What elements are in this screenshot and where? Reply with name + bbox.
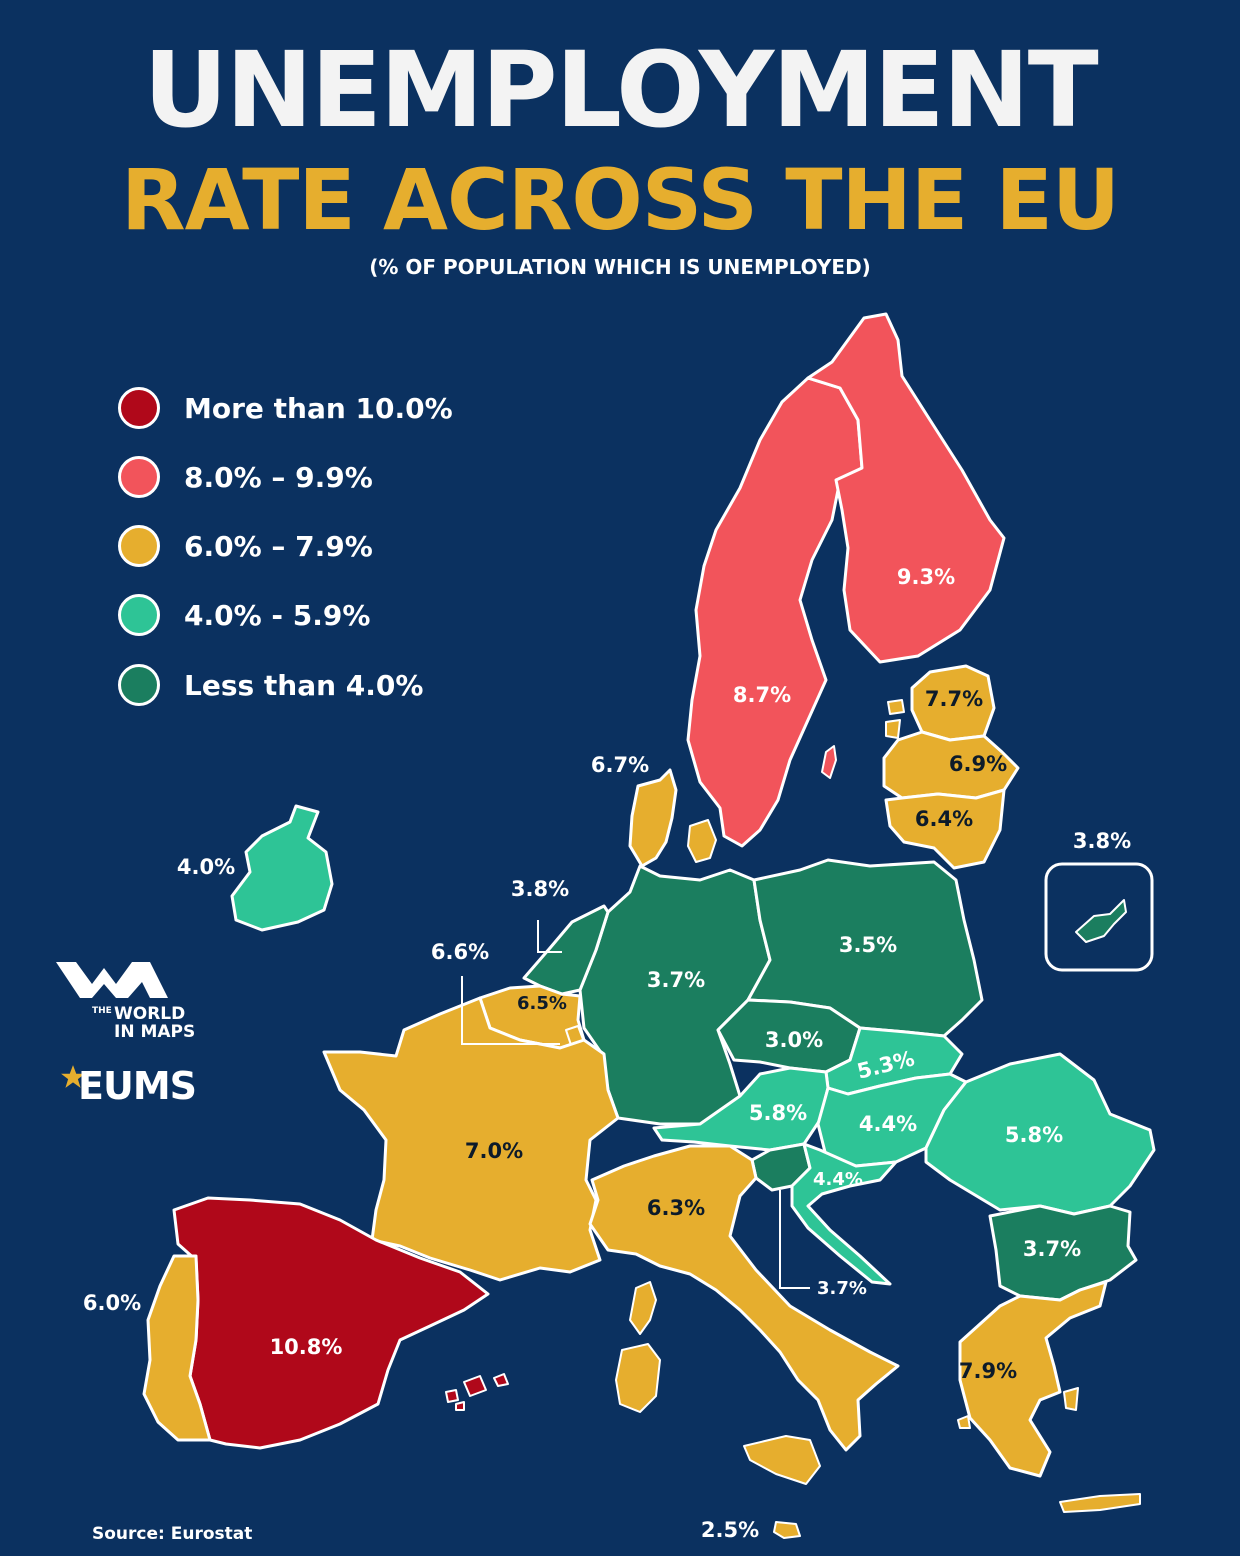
label-latvia: 6.9%: [949, 752, 1007, 776]
label-estonia: 7.7%: [925, 687, 983, 711]
cyprus-inset-box: [1044, 862, 1154, 972]
country-estonia: [910, 664, 996, 742]
island-estonia: [885, 699, 905, 739]
label-poland: 3.5%: [839, 933, 897, 957]
legend-label: 4.0% - 5.9%: [184, 598, 371, 632]
label-netherlands: 3.8%: [511, 877, 569, 901]
label-bulgaria: 3.7%: [1023, 1237, 1081, 1261]
label-france: 7.0%: [465, 1139, 523, 1163]
title-line-1: UNEMPLOYMENT: [143, 29, 1098, 151]
label-cyprus: 3.8%: [1073, 829, 1131, 853]
island-sardinia: [615, 1343, 661, 1413]
label-belgium: 6.6%: [431, 940, 489, 964]
world-in-maps-logo-icon: [56, 962, 168, 998]
legend-label: 8.0% – 9.9%: [184, 460, 373, 494]
legend-swatch-light-red: [118, 456, 160, 498]
label-ireland: 4.0%: [177, 855, 235, 879]
leader-netherlands: [537, 920, 562, 953]
legend-swatch-dark-red: [118, 387, 160, 429]
island-corsica: [629, 1281, 657, 1335]
country-sweden: [686, 376, 864, 848]
country-netherlands: [522, 904, 610, 996]
star-icon: [61, 1065, 85, 1088]
legend-swatch-amber: [118, 525, 160, 567]
label-romania: 5.8%: [1005, 1123, 1063, 1147]
island-gotland: [821, 745, 837, 779]
country-bulgaria: [988, 1204, 1138, 1302]
legend-item-more-than-10: More than 10.0%: [118, 383, 453, 433]
country-cyprus: [1075, 899, 1127, 943]
label-luxembourg: 6.5%: [517, 993, 567, 1014]
legend-item-4-to-5-9: 4.0% - 5.9%: [118, 590, 370, 640]
leader-slovenia: [779, 1190, 810, 1289]
label-italy: 6.3%: [647, 1196, 705, 1220]
legend-swatch-dark-green: [118, 664, 160, 706]
legend-label: More than 10.0%: [184, 391, 453, 425]
logo-world: WORLD: [114, 1004, 186, 1024]
label-finland: 9.3%: [897, 565, 955, 589]
logo-in-maps: IN MAPS: [114, 1022, 196, 1042]
leader-belgium: [461, 976, 560, 1045]
label-portugal: 6.0%: [83, 1291, 141, 1315]
country-malta: [773, 1521, 801, 1539]
label-germany: 3.7%: [647, 968, 705, 992]
island-zealand: [687, 819, 717, 863]
country-italy: [588, 1144, 900, 1452]
country-france: [322, 996, 620, 1282]
country-denmark: [628, 768, 678, 868]
leader-lines: [461, 920, 810, 1289]
label-spain: 10.8%: [270, 1335, 343, 1359]
subtitle: (% OF POPULATION WHICH IS UNEMPLOYED): [369, 255, 871, 279]
island-euboea: [957, 1387, 1079, 1429]
legend-item-8-to-9-9: 8.0% – 9.9%: [118, 452, 373, 502]
legend-item-less-than-4: Less than 4.0%: [118, 660, 423, 710]
label-sweden: 8.7%: [733, 683, 791, 707]
label-croatia: 4.4%: [813, 1169, 863, 1190]
country-greece: [958, 1280, 1108, 1478]
logo-eums: EUMS: [78, 1064, 197, 1108]
label-czechia: 3.0%: [765, 1028, 823, 1052]
country-lithuania: [884, 788, 1006, 870]
country-portugal: [142, 1254, 212, 1442]
country-ireland: [230, 804, 334, 932]
legend-label: Less than 4.0%: [184, 668, 424, 702]
label-denmark: 6.7%: [591, 753, 649, 777]
source-note: Source: Eurostat: [92, 1524, 253, 1544]
label-hungary: 4.4%: [859, 1112, 917, 1136]
island-sicily: [743, 1435, 821, 1485]
logo-the: THE: [92, 1006, 112, 1016]
label-lithuania: 6.4%: [915, 807, 973, 831]
island-crete: [1059, 1493, 1141, 1513]
legend-swatch-light-green: [118, 594, 160, 636]
label-greece: 7.9%: [959, 1359, 1017, 1383]
legend-label: 6.0% – 7.9%: [184, 529, 373, 563]
country-croatia: [790, 1142, 898, 1286]
label-slovenia: 3.7%: [817, 1278, 867, 1299]
label-malta: 2.5%: [701, 1518, 759, 1542]
label-austria: 5.8%: [749, 1101, 807, 1125]
country-finland: [806, 312, 1006, 664]
legend-item-6-to-7-9: 6.0% – 7.9%: [118, 521, 373, 571]
island-balearics: [463, 1375, 487, 1397]
island-balearics-small: [445, 1373, 509, 1411]
title-line-2: RATE ACROSS THE EU: [120, 151, 1120, 249]
